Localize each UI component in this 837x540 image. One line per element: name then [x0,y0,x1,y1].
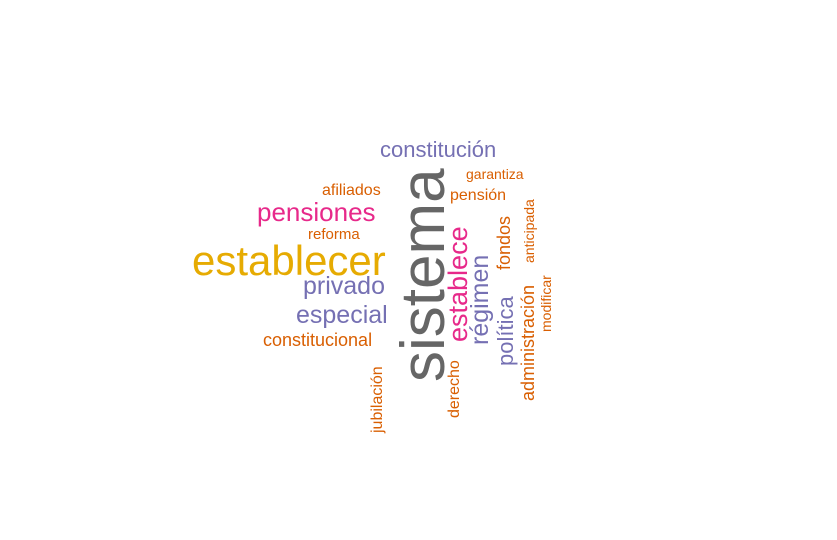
word-jubilacion: jubilación [369,366,386,433]
word-regimen: régimen [466,254,494,345]
word-anticipada: anticipada [521,199,537,263]
word-reforma: reforma [308,226,360,243]
word-modificar: modificar [538,275,554,332]
word-garantiza: garantiza [466,166,524,182]
word-establecer: establecer [192,237,386,284]
word-especial: especial [296,301,388,329]
word-pension: pensión [450,187,507,204]
word-administracion: administración [518,284,538,401]
word-constitucional: constitucional [263,330,373,350]
word-derecho: derecho [446,360,463,418]
word-constitucion: constitución [380,137,497,162]
word-privado: privado [303,272,385,300]
word-pensiones: pensiones [257,197,376,227]
word-politica: política [493,296,518,366]
word-afiliados: afiliados [322,182,381,199]
word-fondos: fondos [494,215,514,270]
